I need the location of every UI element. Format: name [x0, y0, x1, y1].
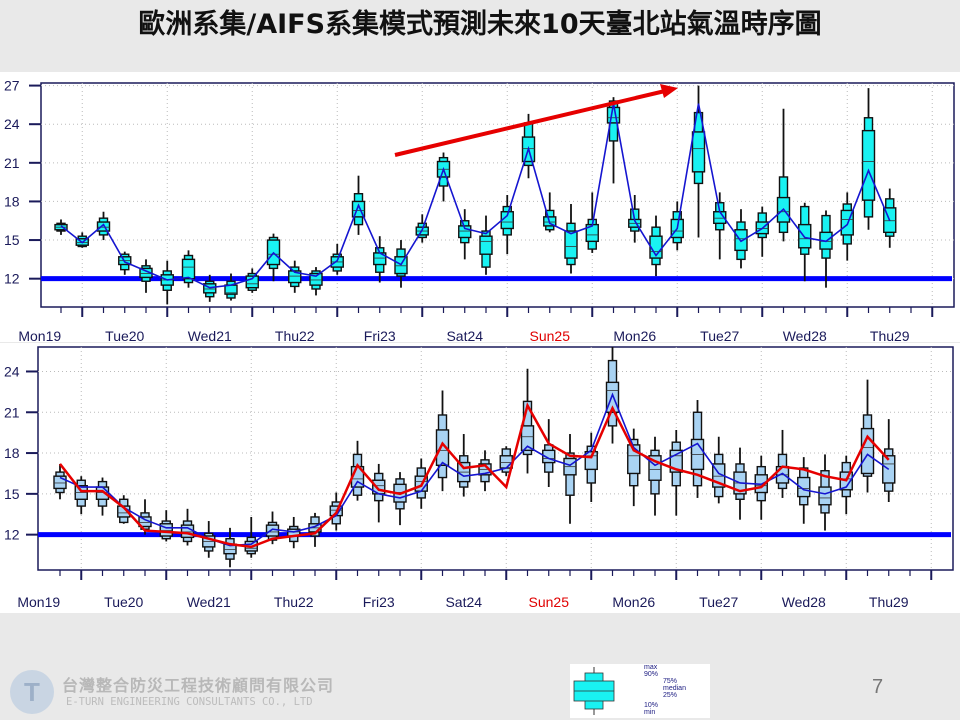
box-0: [54, 219, 68, 235]
box-34: [775, 429, 790, 498]
y-tick-label: 21: [4, 404, 20, 420]
box-p25-p75: [605, 381, 620, 413]
x-tick-label: Sun25: [530, 328, 571, 342]
bottom-chart-svg: 24 21 18 15 12 Mon19 Tue20 Wed21 Thu22 Fri23 Sat24…: [4, 346, 954, 610]
box-p25-p75: [265, 524, 280, 537]
company-name-chinese: 台灣整合防災工程技術顧問有限公司: [62, 676, 335, 695]
x-tick-label: Thu22: [274, 594, 314, 610]
box-p25-p75: [245, 275, 259, 289]
y-tick-label: 21: [4, 155, 20, 171]
box-30: [691, 85, 706, 238]
x-tick-label: Sat24: [446, 328, 483, 342]
mean-line: [60, 103, 891, 289]
plot-area: [40, 82, 955, 308]
box-36: [818, 454, 832, 531]
y-tick-label: 12: [4, 527, 20, 543]
box-p25-p75: [691, 131, 706, 173]
x-tick-label: Wed21: [187, 594, 231, 610]
legend-box-glyph: [573, 667, 615, 715]
x-tick-label: Wed28: [783, 328, 827, 342]
box-38: [861, 88, 876, 230]
mean-line: [59, 392, 890, 547]
box-9: [245, 268, 259, 293]
y-tick-label: 24: [4, 363, 20, 379]
x-tick-label: Tue27: [699, 594, 738, 610]
box-p25-p75: [96, 221, 111, 232]
y-tick-label: 24: [4, 116, 20, 132]
x-tick-label: Mon19: [17, 594, 60, 610]
box-p25-p75: [564, 230, 578, 259]
x-tick-label: Wed28: [782, 594, 826, 610]
x-tick-label: Tue27: [700, 328, 739, 342]
box-p25-p75: [520, 425, 535, 452]
red-line: [59, 402, 890, 549]
x-tick-label: Mon26: [612, 594, 655, 610]
box-p25-p75: [458, 225, 472, 239]
box-22: [520, 368, 535, 474]
boxplot-legend: max 90% 75% median 25% 10% min: [570, 664, 710, 718]
legend-p10: 10%: [644, 702, 659, 709]
box-29: [669, 429, 683, 516]
x-tick-label: Fri23: [363, 594, 395, 610]
box-0: [53, 463, 67, 500]
logo-circle: [10, 670, 54, 714]
x-tick-label: Sun25: [529, 594, 570, 610]
top-chart-svg: 27 24 21 18 15 12 Mon19 Tue20 Wed21 Thu22 Fri23 Sat…: [4, 78, 955, 344]
legend-median: median: [663, 685, 686, 692]
trend-arrow-head: [660, 84, 678, 98]
y-tick-label: 15: [4, 232, 20, 248]
box-6: [181, 250, 196, 288]
legend-p90: 90%: [644, 671, 659, 678]
x-tick-label: Sat24: [445, 594, 482, 610]
legend-p25: 25%: [663, 692, 678, 699]
box-39: [882, 419, 896, 503]
x-tick-label: Fri23: [364, 328, 396, 342]
box-p25-p75: [288, 270, 302, 284]
x-tick-label: Tue20: [104, 594, 143, 610]
box-26: [606, 97, 621, 184]
x-tick-label: Tue20: [105, 328, 144, 342]
page-title: 歐洲系集/AIFS系集模式預測未來10天臺北站氣溫時序圖: [138, 9, 822, 40]
box-24: [564, 204, 578, 274]
box-p25-p75: [797, 476, 811, 498]
box-p25-p75: [435, 429, 450, 466]
legend-p75: 75%: [663, 678, 678, 685]
x-tick-label: Thu22: [275, 328, 315, 342]
top-ensemble-chart: 27 24 21 18 15 12 Mon19 Tue20 Wed21 Thu22 Fri23 Sat…: [0, 72, 960, 344]
y-tick-label: 12: [4, 271, 20, 287]
box-8: [224, 273, 238, 301]
trend-arrow-shaft: [394, 89, 666, 157]
x-tick-label: Thu29: [869, 594, 909, 610]
legend-max: max: [644, 664, 658, 671]
box-p25-p75: [606, 106, 621, 124]
box-30: [690, 400, 705, 498]
company-logo: T: [10, 670, 54, 714]
y-tick-label: 18: [4, 193, 20, 209]
page-number: 7: [872, 676, 884, 698]
box-19: [457, 434, 471, 497]
box-p25-p75: [479, 235, 493, 255]
box-p25-p75: [181, 258, 196, 280]
x-tick-label: Wed21: [188, 328, 232, 342]
y-tick-label: 18: [4, 445, 20, 461]
company-name-english: E-TURN ENGINEERING CONSULTANTS CO., LTD: [66, 696, 313, 708]
box-20: [479, 215, 493, 275]
box-24: [563, 434, 577, 524]
logo-letter: T: [24, 677, 40, 707]
x-tick-label: Thu29: [870, 328, 910, 342]
box-12: [309, 267, 323, 296]
bottom-ensemble-chart: 24 21 18 15 12 Mon19 Tue20 Wed21 Thu22 Fri23 Sat24…: [0, 343, 960, 613]
x-tick-label: Mon26: [613, 328, 656, 342]
x-tick-label: Mon19: [18, 328, 61, 342]
box-p25-p75: [309, 272, 323, 286]
y-tick-label: 15: [4, 486, 20, 502]
y-tick-label: 27: [4, 78, 20, 94]
box-p25-p75: [861, 129, 876, 201]
box-p25-p75: [818, 486, 832, 506]
box-27: [627, 428, 641, 507]
box-19: [458, 209, 472, 260]
legend-min: min: [644, 709, 656, 716]
box-11: [288, 260, 302, 293]
